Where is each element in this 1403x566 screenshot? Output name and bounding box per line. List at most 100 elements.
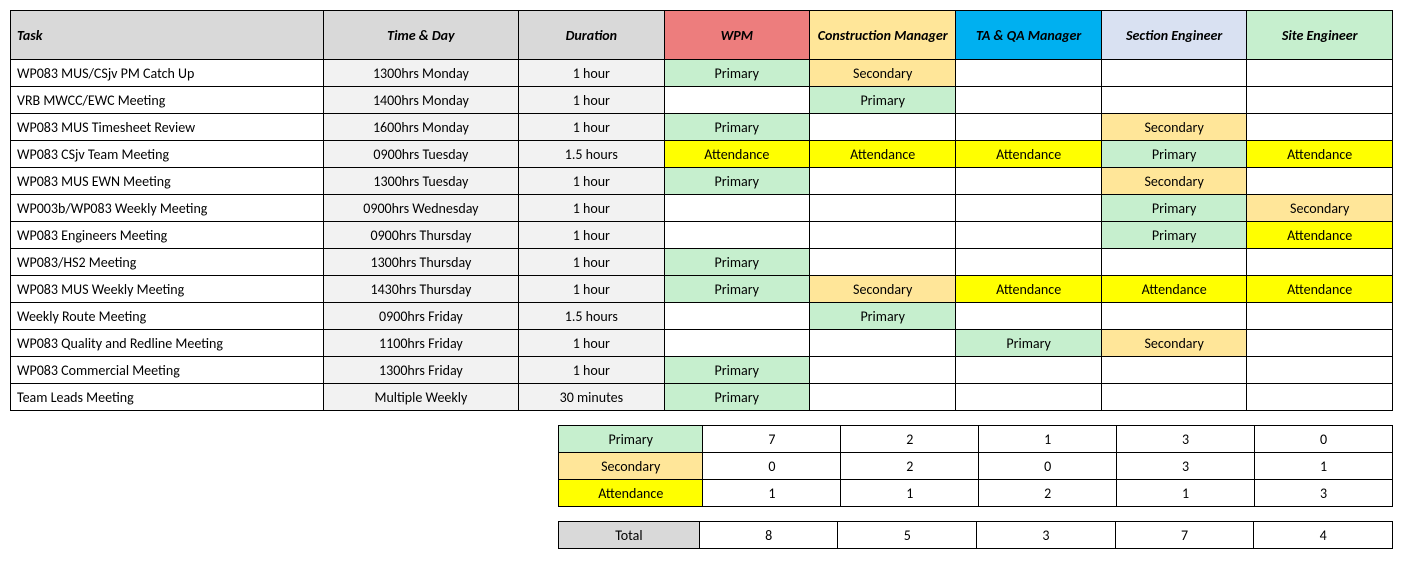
cell-role: Primary (1101, 222, 1247, 249)
cell-role (1247, 87, 1393, 114)
cell-role (1247, 384, 1393, 411)
header-role-3: Section Engineer (1101, 11, 1247, 60)
summary-value: 0 (979, 453, 1117, 480)
summary-row: Primary72130 (559, 426, 1393, 453)
cell-role: Primary (664, 249, 810, 276)
summary-value: 1 (979, 426, 1117, 453)
cell-duration: 1 hour (519, 276, 664, 303)
cell-time: 1400hrs Monday (323, 87, 519, 114)
cell-role: Primary (664, 168, 810, 195)
cell-task: WP083 MUS/CSjv PM Catch Up (11, 60, 324, 87)
cell-role (956, 168, 1102, 195)
table-row: WP083 MUS EWN Meeting1300hrs Tuesday1 ho… (11, 168, 1393, 195)
cell-task: WP083 MUS EWN Meeting (11, 168, 324, 195)
cell-role (810, 222, 956, 249)
header-role-1: Construction Manager (810, 11, 956, 60)
cell-role: Attendance (956, 276, 1102, 303)
table-row: Team Leads MeetingMultiple Weekly30 minu… (11, 384, 1393, 411)
summary-label: Attendance (559, 480, 703, 507)
cell-role (1247, 303, 1393, 330)
cell-role (956, 303, 1102, 330)
cell-duration: 1 hour (519, 114, 664, 141)
total-value: 4 (1254, 522, 1393, 549)
cell-role (664, 87, 810, 114)
meeting-schedule-table: TaskTime & DayDurationWPMConstruction Ma… (10, 10, 1393, 411)
summary-value: 1 (1117, 480, 1255, 507)
cell-duration: 1 hour (519, 60, 664, 87)
summary-value: 2 (841, 453, 979, 480)
cell-role: Attendance (810, 141, 956, 168)
header-role-2: TA & QA Manager (956, 11, 1102, 60)
cell-role: Primary (664, 276, 810, 303)
total-row: Total85374 (559, 522, 1393, 549)
cell-role: Secondary (1101, 114, 1247, 141)
summary-value: 2 (979, 480, 1117, 507)
cell-task: WP083 MUS Weekly Meeting (11, 276, 324, 303)
cell-role (810, 357, 956, 384)
cell-role (1101, 60, 1247, 87)
cell-time: Multiple Weekly (323, 384, 519, 411)
summary-value: 1 (1255, 453, 1393, 480)
summary-label: Secondary (559, 453, 703, 480)
cell-role (1101, 303, 1247, 330)
header-task: Task (11, 11, 324, 60)
table-row: WP003b/WP083 Weekly Meeting0900hrs Wedne… (11, 195, 1393, 222)
cell-role: Attendance (1247, 141, 1393, 168)
header-role-4: Site Engineer (1247, 11, 1393, 60)
table-row: WP083 Engineers Meeting0900hrs Thursday1… (11, 222, 1393, 249)
cell-role: Primary (810, 87, 956, 114)
cell-role: Secondary (810, 276, 956, 303)
cell-role (956, 357, 1102, 384)
table-row: WP083 CSjv Team Meeting0900hrs Tuesday1.… (11, 141, 1393, 168)
cell-role: Primary (664, 384, 810, 411)
total-value: 8 (699, 522, 838, 549)
cell-role (664, 222, 810, 249)
cell-time: 1600hrs Monday (323, 114, 519, 141)
cell-role: Attendance (664, 141, 810, 168)
cell-duration: 1 hour (519, 195, 664, 222)
table-row: Weekly Route Meeting0900hrs Friday1.5 ho… (11, 303, 1393, 330)
table-row: WP083 MUS/CSjv PM Catch Up1300hrs Monday… (11, 60, 1393, 87)
total-value: 5 (838, 522, 977, 549)
cell-role (664, 195, 810, 222)
summary-value: 1 (841, 480, 979, 507)
cell-role (956, 384, 1102, 411)
cell-role (956, 114, 1102, 141)
cell-time: 0900hrs Thursday (323, 222, 519, 249)
cell-task: WP003b/WP083 Weekly Meeting (11, 195, 324, 222)
cell-time: 1300hrs Friday (323, 357, 519, 384)
cell-role (810, 330, 956, 357)
cell-role: Primary (664, 60, 810, 87)
cell-task: VRB MWCC/EWC Meeting (11, 87, 324, 114)
cell-duration: 1 hour (519, 249, 664, 276)
cell-role (956, 60, 1102, 87)
cell-role: Primary (664, 114, 810, 141)
table-row: WP083 Commercial Meeting1300hrs Friday1 … (11, 357, 1393, 384)
cell-role (1101, 357, 1247, 384)
total-value: 7 (1115, 522, 1254, 549)
total-value: 3 (977, 522, 1116, 549)
summary-value: 1 (703, 480, 841, 507)
cell-role (956, 195, 1102, 222)
cell-role: Primary (1101, 141, 1247, 168)
cell-time: 1300hrs Monday (323, 60, 519, 87)
cell-role: Secondary (1247, 195, 1393, 222)
cell-role: Primary (956, 330, 1102, 357)
cell-task: WP083 MUS Timesheet Review (11, 114, 324, 141)
cell-duration: 1 hour (519, 168, 664, 195)
cell-role (1247, 330, 1393, 357)
summary-label: Primary (559, 426, 703, 453)
cell-duration: 1 hour (519, 87, 664, 114)
cell-role (1247, 168, 1393, 195)
cell-role: Secondary (1101, 330, 1247, 357)
cell-task: WP083 Commercial Meeting (11, 357, 324, 384)
table-row: WP083 MUS Weekly Meeting1430hrs Thursday… (11, 276, 1393, 303)
cell-role (1101, 249, 1247, 276)
cell-role (1247, 357, 1393, 384)
cell-duration: 1.5 hours (519, 141, 664, 168)
cell-role (1247, 114, 1393, 141)
cell-role (956, 249, 1102, 276)
table-row: WP083 MUS Timesheet Review1600hrs Monday… (11, 114, 1393, 141)
table-row: WP083/HS2 Meeting1300hrs Thursday1 hourP… (11, 249, 1393, 276)
cell-task: WP083 Engineers Meeting (11, 222, 324, 249)
